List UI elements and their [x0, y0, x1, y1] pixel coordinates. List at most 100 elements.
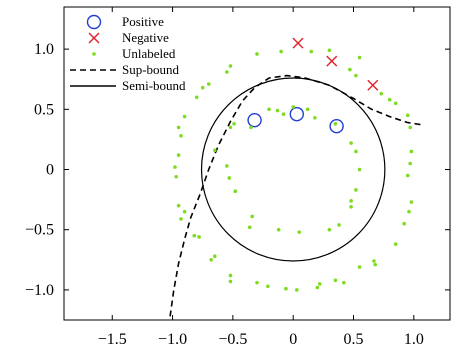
- unlabeled-point: [387, 97, 392, 102]
- unlabeled-point: [212, 148, 217, 153]
- unlabeled-point: [373, 262, 378, 267]
- legend-label-semi-bound: Semi-bound: [122, 78, 186, 93]
- unlabeled-point: [327, 48, 332, 53]
- legend-item-semi-bound: Semi-bound: [70, 78, 186, 93]
- unlabeled-point: [333, 121, 338, 126]
- unlabeled-point: [333, 278, 338, 283]
- negative-points: [292, 37, 379, 91]
- legend-marker-positive: [86, 14, 102, 30]
- unlabeled-point: [372, 259, 376, 263]
- legend-marker-unlabeled: [92, 52, 96, 56]
- unlabeled-point: [337, 223, 341, 227]
- unlabeled-point: [275, 108, 280, 113]
- unlabeled-point: [408, 161, 412, 166]
- legend-item-sup-bound: Sup-bound: [70, 62, 180, 77]
- unlabeled-point: [357, 55, 362, 60]
- axes-frame: [63, 6, 451, 321]
- unlabeled-point: [402, 221, 406, 226]
- unlabeled-point: [276, 227, 281, 232]
- unlabeled-point: [194, 95, 199, 100]
- unlabeled-point: [327, 227, 332, 232]
- marks: [169, 37, 424, 317]
- unlabeled-point: [176, 153, 181, 157]
- unlabeled-point: [225, 164, 229, 168]
- unlabeled-point: [250, 214, 254, 219]
- x-tick-label: −1.5: [98, 331, 127, 348]
- x-tick-label: 0: [289, 331, 297, 348]
- negative-point: [326, 55, 338, 67]
- negative-point: [292, 37, 304, 49]
- unlabeled-point: [297, 230, 302, 234]
- unlabeled-point: [228, 279, 233, 284]
- unlabeled-point: [267, 107, 271, 112]
- legend-marker-negative: [88, 32, 100, 44]
- unlabeled-point: [354, 149, 358, 154]
- unlabeled-point: [200, 85, 205, 90]
- unlabeled-point: [409, 200, 414, 204]
- legend-item-unlabeled: Unlabeled: [92, 46, 176, 61]
- y-tick-label: −1.0: [25, 282, 54, 299]
- unlabeled-point: [225, 70, 229, 74]
- unlabeled-point: [279, 49, 283, 54]
- unlabeled-point: [405, 113, 410, 118]
- unlabeled-point: [247, 225, 252, 230]
- unlabeled-point: [379, 91, 384, 96]
- y-tick-label: 1.0: [34, 41, 54, 58]
- unlabeled-points: [173, 48, 414, 292]
- unlabeled-point: [393, 242, 398, 246]
- unlabeled-point: [357, 167, 362, 172]
- unlabeled-point: [233, 189, 238, 193]
- unlabeled-point: [405, 173, 410, 178]
- unlabeled-point: [317, 282, 322, 286]
- x-tick-label: 1.0: [404, 331, 424, 348]
- positive-point: [289, 106, 305, 122]
- positive-point: [329, 118, 344, 134]
- unlabeled-point: [349, 141, 353, 145]
- legend-label-positive: Positive: [122, 14, 164, 29]
- unlabeled-point: [281, 112, 286, 116]
- unlabeled-point: [197, 235, 201, 239]
- unlabeled-point: [407, 209, 411, 214]
- unlabeled-point: [232, 121, 236, 126]
- negative-point-stroke-b: [292, 37, 304, 49]
- y-tick-label: 0.5: [34, 101, 54, 118]
- x-tick-label: −1.0: [158, 331, 187, 348]
- unlabeled-point: [305, 107, 310, 112]
- unlabeled-point: [255, 52, 259, 56]
- unlabeled-point: [309, 49, 314, 54]
- unlabeled-point: [313, 115, 317, 120]
- legend-marker-negative-stroke-b: [88, 32, 100, 44]
- unlabeled-point: [176, 203, 181, 208]
- unlabeled-point: [408, 125, 412, 130]
- unlabeled-point: [349, 199, 353, 203]
- y-tick-label: −0.5: [25, 222, 54, 239]
- legend-item-negative: Negative: [88, 30, 169, 45]
- semi-bound-curve: [200, 77, 386, 262]
- unlabeled-point: [182, 209, 187, 214]
- unlabeled-point: [295, 288, 299, 292]
- legend: PositiveNegativeUnlabeledSup-boundSemi-b…: [70, 14, 186, 93]
- unlabeled-point: [209, 258, 213, 262]
- unlabeled-point: [393, 101, 398, 106]
- unlabeled-point: [179, 217, 183, 221]
- unlabeled-point: [255, 280, 259, 285]
- y-tick-label: 0: [46, 162, 54, 179]
- legend-label-unlabeled: Unlabeled: [122, 46, 176, 61]
- unlabeled-point: [354, 73, 358, 78]
- unlabeled-point: [354, 188, 358, 192]
- unlabeled-point: [349, 205, 353, 209]
- unlabeled-point: [228, 125, 233, 130]
- negative-point-stroke-b: [367, 79, 379, 91]
- unlabeled-point: [192, 233, 197, 238]
- unlabeled-point: [357, 265, 362, 269]
- unlabeled-point: [227, 176, 232, 180]
- unlabeled-point: [176, 125, 181, 130]
- positive-points: [247, 106, 344, 134]
- positive-point: [247, 112, 262, 128]
- axes: −1.5 −1.0 −0.5 0 0.5 1.0 −1.0 −0.5 0 0.5 1.0: [25, 6, 451, 348]
- unlabeled-point: [212, 254, 217, 258]
- legend-item-positive: Positive: [86, 14, 164, 30]
- unlabeled-point: [173, 165, 177, 169]
- unlabeled-point: [182, 114, 187, 119]
- x-tick-label: 0.5: [344, 331, 364, 348]
